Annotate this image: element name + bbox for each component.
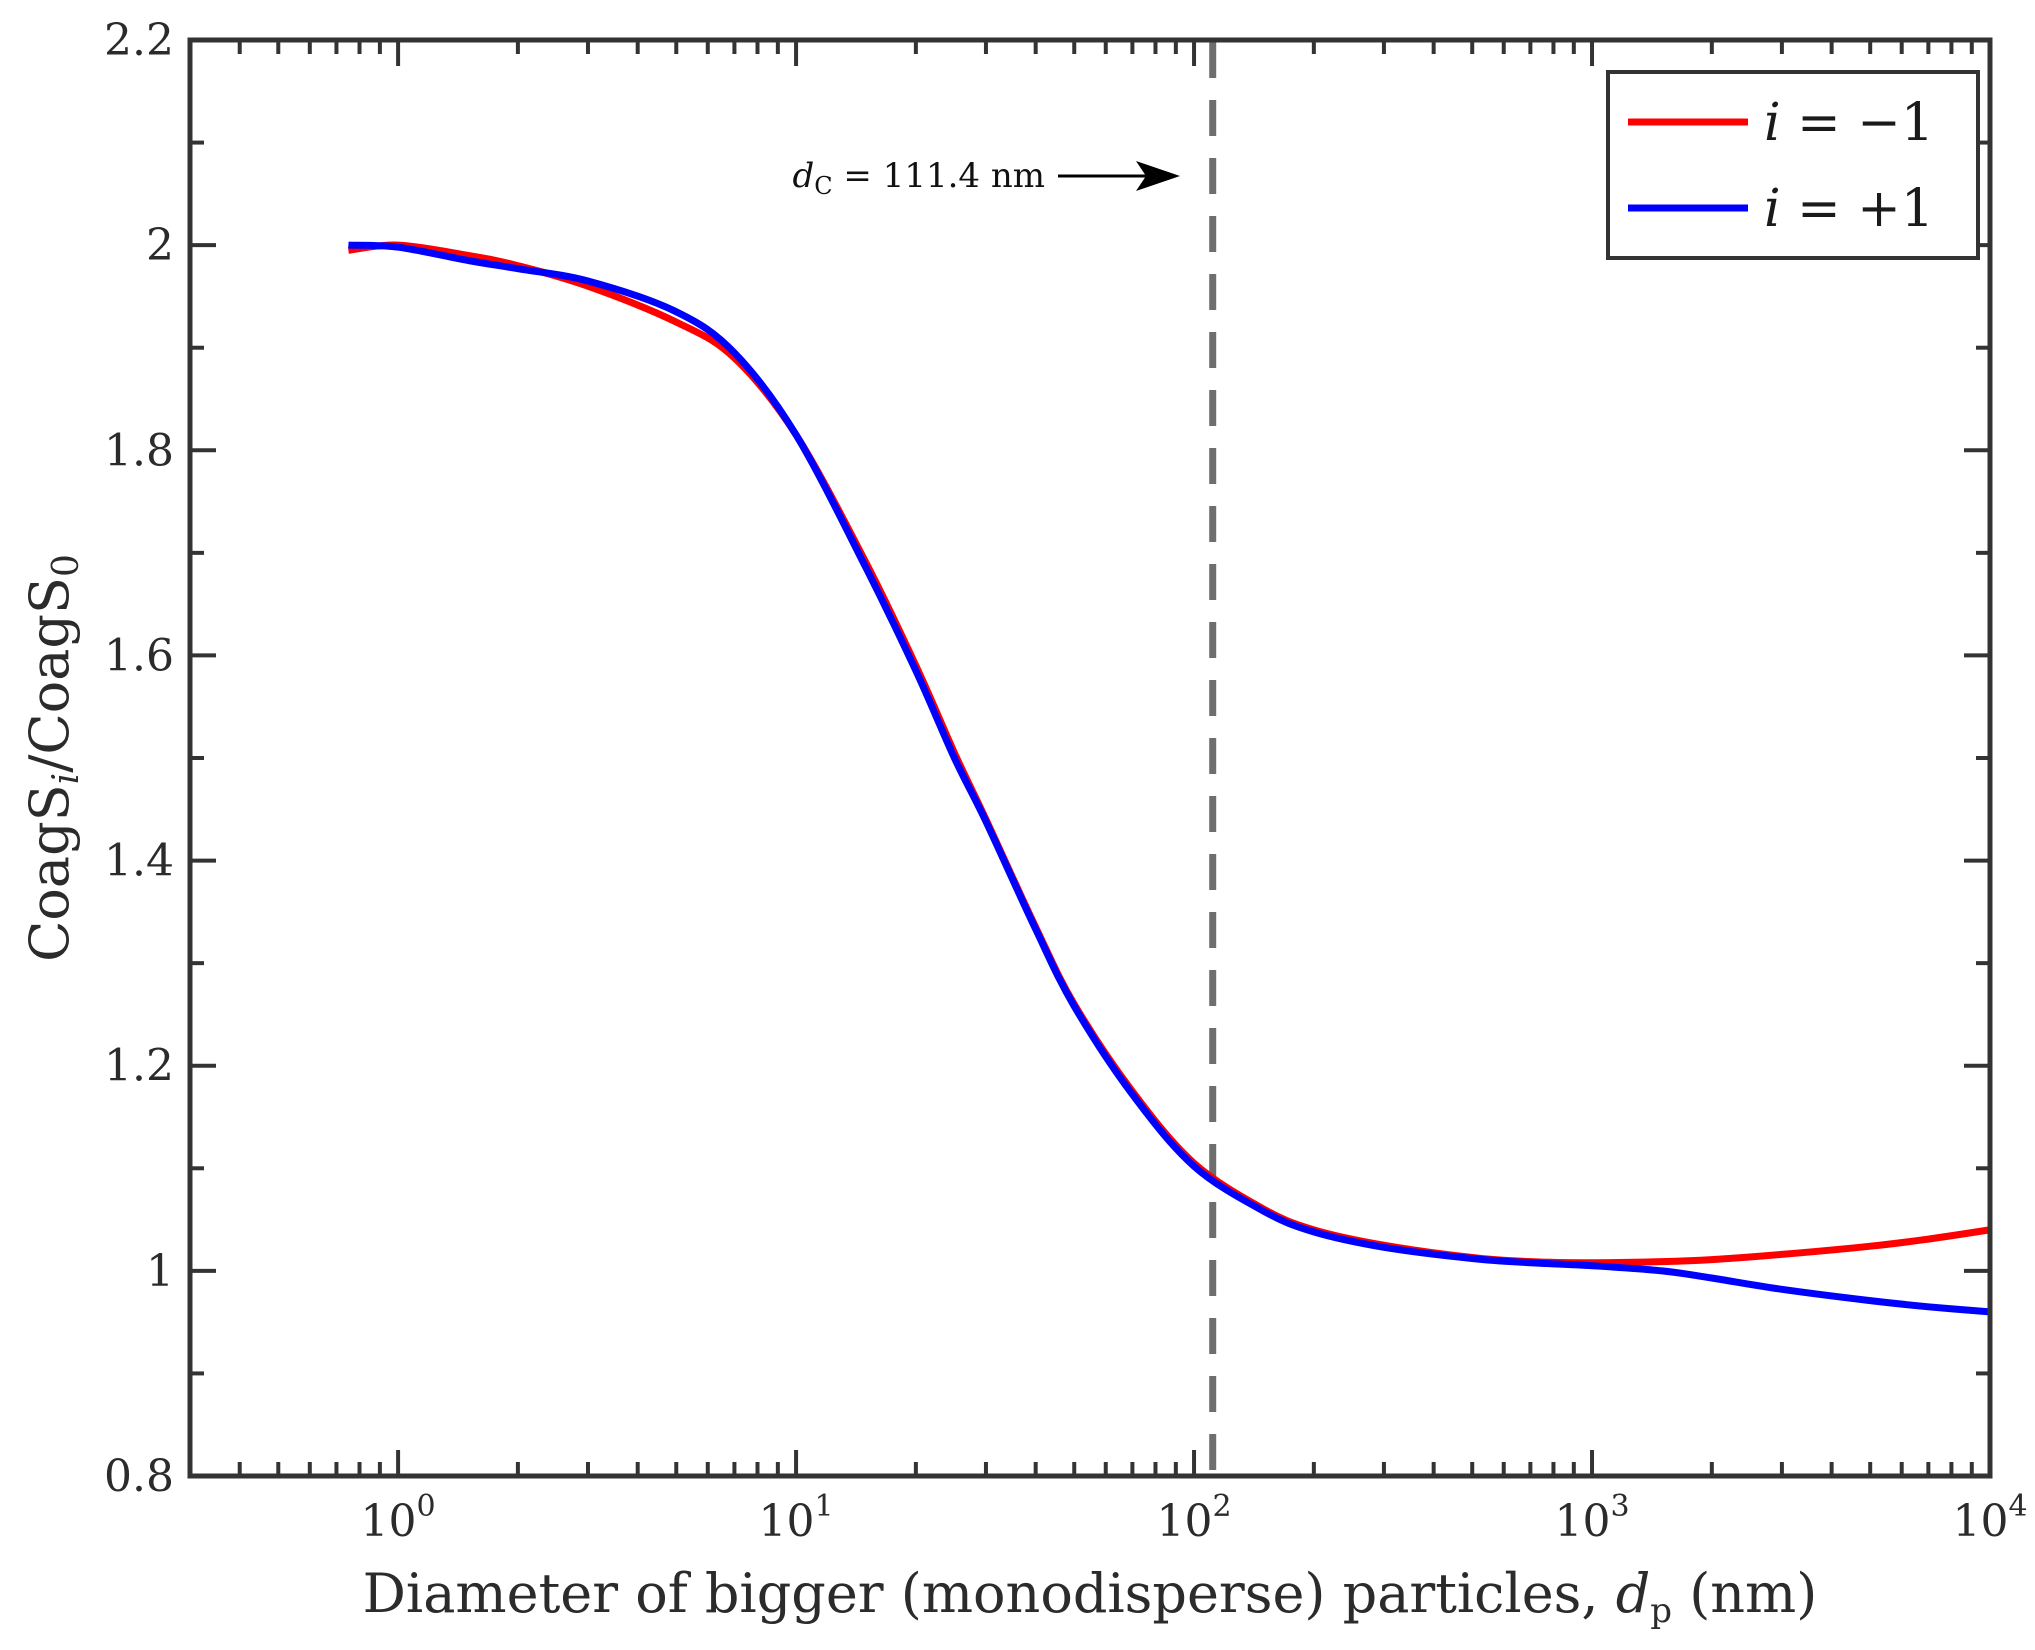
y-axis-label-sub2: 0 [46, 554, 87, 577]
legend-label-text: = −1 [1781, 93, 1934, 153]
x-tick-label: 101 [759, 1489, 834, 1547]
annotation-arrow-head [1136, 161, 1180, 191]
legend-label-var: i [1764, 179, 1781, 239]
x-axis-label: Diameter of bigger (monodisperse) partic… [363, 1562, 1818, 1631]
y-tick-label: 0.8 [104, 1451, 174, 1502]
x-tick-label-exponent: 0 [417, 1489, 436, 1524]
y-axis-label-part2: /CoagS [18, 577, 81, 773]
y-axis-label: CoagSi/CoagS0 [18, 554, 87, 962]
x-axis-label-prefix: Diameter of bigger (monodisperse) partic… [363, 1562, 1616, 1625]
annotation-text: dC = 111.4 nm [792, 156, 1045, 200]
legend-label: i = +1 [1764, 179, 1934, 239]
legend-box [1606, 70, 1980, 260]
x-tick-label-base: 10 [1554, 1496, 1610, 1547]
legend: i = −1i = +1 [1606, 70, 1980, 260]
series-line-i-plus-1 [348, 241, 1991, 1316]
y-tick-label: 1.2 [104, 1041, 174, 1092]
y-axis-label-sub1: i [46, 773, 87, 785]
legend-label-var: i [1764, 93, 1781, 153]
legend-label-text: = +1 [1781, 179, 1934, 239]
x-tick-label-base: 10 [361, 1496, 417, 1547]
x-axis-label-sub: p [1650, 1591, 1672, 1631]
x-tick-label-base: 10 [1952, 1496, 2008, 1547]
x-tick-label-exponent: 3 [1610, 1489, 1629, 1524]
x-axis-label-var: d [1616, 1562, 1651, 1625]
annotation-value: = 111.4 nm [833, 156, 1045, 196]
annotation-sub: C [814, 172, 832, 200]
plot-frame [187, 37, 1993, 1479]
y-tick-label: 1 [146, 1246, 174, 1297]
x-tick-label-exponent: 2 [1212, 1489, 1231, 1524]
x-tick-label: 104 [1952, 1489, 2027, 1547]
annotation-var: d [792, 156, 814, 196]
legend-label: i = −1 [1764, 93, 1934, 153]
x-tick-label-base: 10 [1156, 1496, 1212, 1547]
x-tick-label-base: 10 [759, 1496, 815, 1547]
x-tick-label-exponent: 4 [2008, 1489, 2027, 1524]
plot-layer [347, 42, 1991, 1474]
y-tick-label: 2.2 [104, 15, 174, 66]
y-tick-label: 2 [146, 220, 174, 271]
y-tick-label: 1.6 [104, 630, 174, 681]
x-axis-label-suffix: (nm) [1672, 1562, 1817, 1625]
y-axis-label-part1: CoagS [18, 784, 81, 962]
y-tick-label: 1.8 [104, 425, 174, 476]
y-tick-label: 1.4 [104, 836, 174, 887]
x-tick-label: 100 [361, 1489, 436, 1547]
x-tick-label: 102 [1156, 1489, 1231, 1547]
x-tick-label-exponent: 1 [815, 1489, 834, 1524]
x-tick-label: 103 [1554, 1489, 1629, 1547]
